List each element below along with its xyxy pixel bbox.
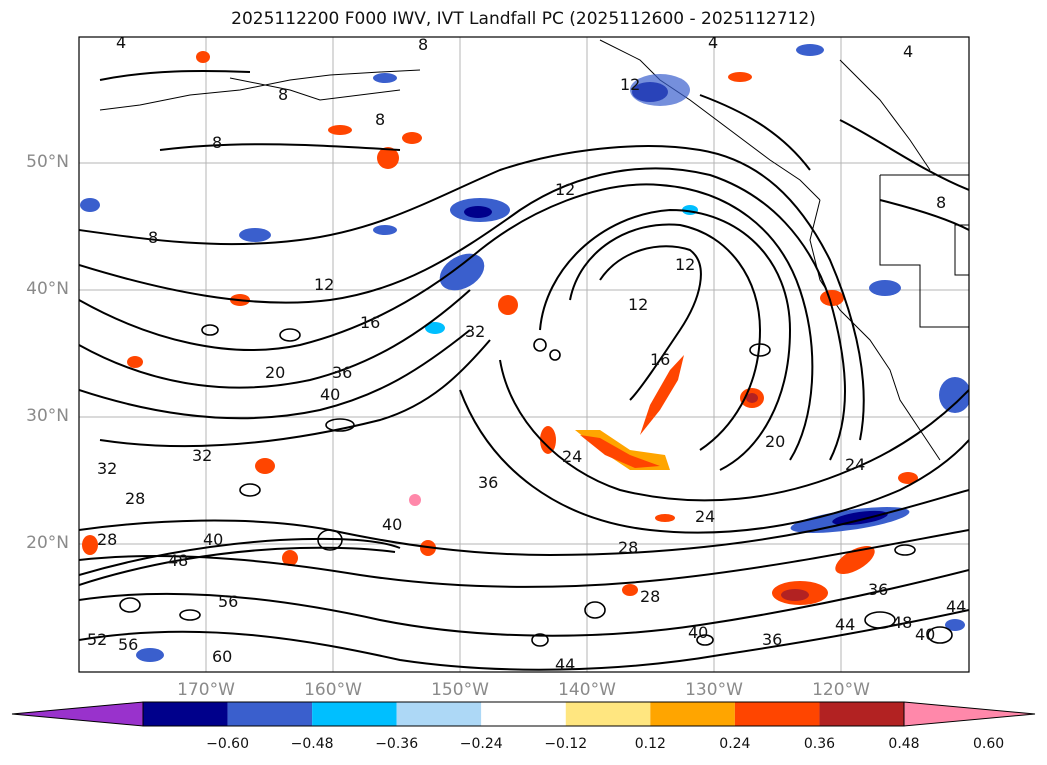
contour-label: 60	[212, 647, 232, 666]
colorbar-extend-min	[11, 701, 144, 727]
contour-label: 36	[332, 363, 352, 382]
lon-label-150w: 150°W	[431, 680, 489, 700]
colorbar-tick-label: 0.60	[972, 736, 1005, 752]
contour-label: 36	[762, 630, 782, 649]
plot-frame	[78, 36, 970, 673]
contour-label: 20	[265, 363, 285, 382]
contour-label: 12	[620, 75, 640, 94]
colorbar-frame	[142, 701, 905, 727]
contour-label: 24	[845, 455, 865, 474]
colorbar-segment	[734, 702, 820, 726]
colorbar-tick-label: 0.12	[634, 736, 666, 752]
lon-label-130w: 130°W	[685, 680, 743, 700]
lat-label-40n: 40°N	[26, 279, 69, 299]
colorbar-tick-label: −0.36	[375, 736, 419, 752]
contour-label: 8	[418, 35, 428, 54]
contour-label: 4	[903, 42, 913, 61]
colorbar-tick-label: −0.24	[459, 736, 503, 752]
contour-label: 36	[868, 580, 888, 599]
contour-label: 40	[382, 515, 402, 534]
contour-label: 48	[168, 551, 188, 570]
contour-label: 12	[314, 275, 334, 294]
map-title: 2025112200 F000 IWV, IVT Landfall PC (20…	[231, 9, 816, 29]
lon-label-170w: 170°W	[177, 680, 235, 700]
lat-label-30n: 30°N	[26, 406, 69, 426]
contour-label: 56	[118, 635, 138, 654]
contour-label: 24	[695, 507, 715, 526]
contour-label: 40	[688, 623, 708, 642]
contour-label: 44	[555, 655, 575, 674]
contour-label: 44	[946, 597, 966, 616]
contour-label: 28	[618, 538, 638, 557]
lat-label-50n: 50°N	[26, 152, 69, 172]
contour-label: 40	[320, 385, 340, 404]
contour-label: 56	[218, 592, 238, 611]
contour-label: 12	[628, 295, 648, 314]
shading-positive	[82, 51, 918, 605]
shading-negative	[80, 44, 969, 662]
contour-label: 40	[203, 530, 223, 549]
colorbar-tick-label: −0.48	[290, 736, 334, 752]
colorbar-tick-label: −0.12	[544, 736, 588, 752]
contour-label: 20	[765, 432, 785, 451]
lon-label-120w: 120°W	[812, 680, 870, 700]
lat-label-20n: 20°N	[26, 533, 69, 553]
contour-label: 28	[97, 530, 117, 549]
small-contours	[119, 324, 953, 647]
colorbar-segment	[565, 702, 651, 726]
colorbar-tick-label: −0.60	[206, 736, 249, 752]
colorbar-segment	[227, 702, 313, 726]
contour-label: 8	[212, 133, 222, 152]
contour-label: 28	[125, 489, 145, 508]
iwv-contours	[79, 69, 969, 671]
contour-label: 4	[116, 33, 126, 52]
contour-label: 16	[650, 350, 670, 369]
lon-label-140w: 140°W	[558, 680, 616, 700]
contour-label: 40	[915, 625, 935, 644]
colorbar-segment	[481, 702, 566, 726]
contour-label: 4	[708, 33, 718, 52]
contour-label: 32	[192, 446, 212, 465]
contour-label: 36	[478, 473, 498, 492]
contour-label: 12	[555, 180, 575, 199]
colorbar-extend-max	[903, 701, 1036, 727]
contour-label: 28	[640, 587, 660, 606]
colorbar-tick-label: 0.48	[888, 736, 920, 752]
colorbar-tick-label: 0.36	[803, 736, 836, 752]
contour-label: 8	[148, 228, 158, 247]
lon-label-160w: 160°W	[304, 680, 362, 700]
contour-label: 32	[97, 459, 117, 478]
colorbar-tick-label: 0.24	[719, 736, 751, 752]
colorbar-segment	[143, 702, 228, 726]
contour-label: 32	[465, 322, 485, 341]
colorbar-segment	[396, 702, 482, 726]
colorbar-segment	[819, 702, 904, 726]
colorbar-segment	[650, 702, 735, 726]
colorbar	[11, 701, 1036, 727]
contour-label: 8	[936, 193, 946, 212]
contour-label: 8	[278, 85, 288, 104]
colorbar-segment	[312, 702, 397, 726]
coastlines	[99, 39, 969, 461]
contour-label: 16	[360, 313, 380, 332]
contour-label: 8	[375, 110, 385, 129]
contour-label: 48	[892, 613, 912, 632]
contour-labels: 4 4 4 8 8 8 8 8 8 12 12 12 12 12 16 16 2…	[87, 33, 966, 674]
contour-label: 44	[835, 615, 855, 634]
contour-label: 24	[562, 447, 582, 466]
contour-label: 12	[675, 255, 695, 274]
contour-label: 52	[87, 630, 107, 649]
